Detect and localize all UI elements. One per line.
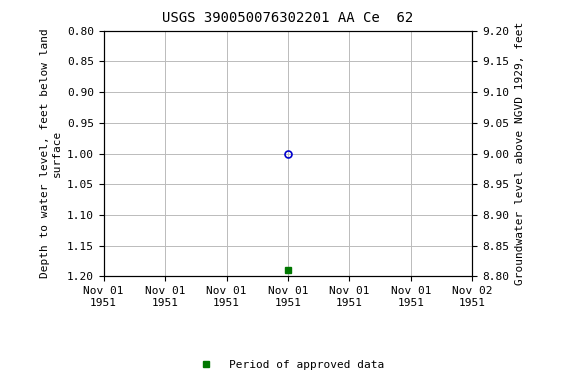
Legend: Period of approved data: Period of approved data	[188, 355, 388, 374]
Title: USGS 390050076302201 AA Ce  62: USGS 390050076302201 AA Ce 62	[162, 12, 414, 25]
Y-axis label: Depth to water level, feet below land
surface: Depth to water level, feet below land su…	[40, 29, 62, 278]
Y-axis label: Groundwater level above NGVD 1929, feet: Groundwater level above NGVD 1929, feet	[514, 22, 525, 285]
